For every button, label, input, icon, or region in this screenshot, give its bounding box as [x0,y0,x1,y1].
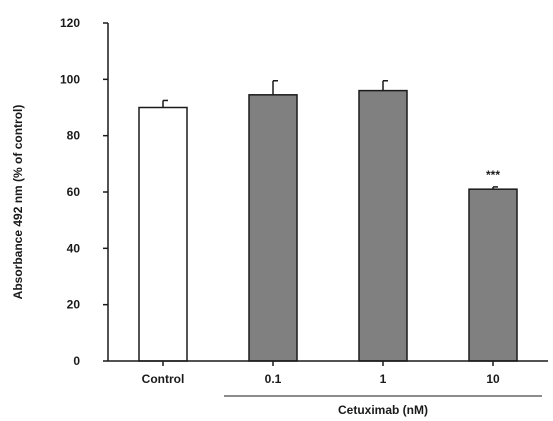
bar-Control [138,106,188,362]
group-label: Cetuximab (nM) [338,403,428,417]
y-tick-label: 40 [67,241,81,255]
significance-label: *** [486,168,500,182]
x-tick-label: Control [142,372,185,386]
bar-1 [358,89,408,362]
y-tick-label: 100 [60,72,80,86]
x-tick-label: 1 [380,372,387,386]
y-axis-label: Absorbance 492 nm (% of control) [11,105,25,300]
x-tick-label: 0.1 [265,372,282,386]
y-axis: 0 20 40 60 80 100 120 [60,16,109,368]
y-tick-label: 0 [73,354,80,368]
y-tick-label: 20 [67,298,81,312]
bar-0.1 [248,94,298,362]
y-tick-label: 120 [60,16,80,30]
x-tick-label: 10 [486,372,500,386]
y-tick-label: 60 [67,185,81,199]
bar-10 [468,188,518,362]
x-axis: Control 0.1 1 10 [108,360,548,386]
bars: *** [138,79,518,362]
y-tick-label: 80 [67,129,81,143]
